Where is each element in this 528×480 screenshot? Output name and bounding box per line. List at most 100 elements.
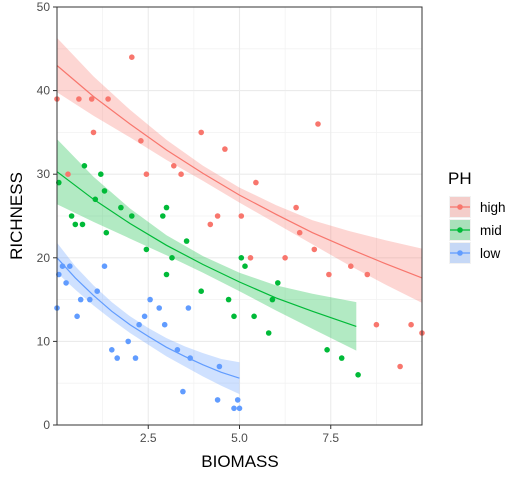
data-point-mid (275, 280, 281, 286)
data-point-mid (225, 296, 232, 303)
data-point-high (178, 171, 184, 177)
fit-line-low (56, 257, 240, 379)
data-point-mid (338, 355, 345, 361)
data-point-low (136, 321, 142, 328)
data-point-low (87, 296, 93, 303)
data-point-low (147, 296, 153, 303)
data-point-low (101, 263, 108, 270)
data-point-high (247, 254, 254, 261)
data-point-high (129, 54, 135, 60)
legend-key-point (457, 204, 463, 210)
data-point-mid (118, 204, 124, 211)
data-point-mid (251, 313, 257, 320)
data-point-mid (163, 204, 170, 211)
x-axis-ticks: 2.5 5.0 7.5 (140, 425, 339, 445)
confidence-band-low (57, 242, 240, 395)
data-point-high (373, 321, 380, 328)
confidence-band-mid (57, 139, 357, 351)
x-tick-label: 5.0 (231, 431, 248, 445)
data-point-high (311, 246, 318, 253)
data-point-low (180, 388, 186, 395)
data-point-low (109, 347, 115, 353)
data-point-high (253, 179, 259, 186)
data-point-high (143, 171, 150, 177)
y-tick-label: 0 (43, 418, 50, 432)
data-point-low (187, 355, 193, 361)
legend-label: high (480, 200, 506, 215)
confidence-band-high (57, 37, 422, 303)
y-tick-label: 20 (37, 251, 51, 265)
data-point-high (315, 121, 321, 127)
data-point-high (105, 96, 111, 102)
data-point-mid (231, 313, 237, 320)
data-point-low (94, 288, 100, 295)
data-point-mid (101, 188, 108, 194)
data-point-high (171, 163, 177, 169)
data-point-low (214, 397, 221, 403)
data-point-high (293, 204, 299, 211)
y-axis-title: RICHNESS (7, 172, 26, 260)
legend-item-mid: mid (449, 219, 502, 241)
data-point-mid (242, 263, 248, 270)
data-point-low (234, 397, 241, 403)
data-point-low (74, 313, 80, 320)
data-point-low (63, 280, 69, 286)
data-point-high (214, 213, 221, 219)
data-point-mid (163, 271, 170, 278)
data-point-high (88, 96, 95, 102)
x-tick-label: 2.5 (140, 431, 157, 445)
data-point-mid (79, 221, 86, 228)
data-point-mid (183, 238, 190, 244)
data-point-low (125, 338, 131, 345)
data-point-mid (92, 196, 99, 203)
data-point-mid (324, 347, 330, 353)
data-point-high (65, 171, 71, 177)
legend-key-point (457, 250, 463, 256)
x-tick-label: 7.5 (322, 431, 339, 445)
data-point-high (76, 96, 82, 102)
fit-line-high (56, 65, 423, 279)
legend-key-point (457, 227, 463, 233)
data-point-mid (68, 213, 75, 219)
y-axis-ticks: 0 10 20 30 40 50 (37, 0, 57, 432)
data-point-low (77, 296, 84, 303)
y-tick-label: 30 (37, 167, 51, 181)
y-tick-label: 10 (37, 334, 51, 348)
data-point-high (198, 129, 204, 136)
data-point-high (90, 129, 97, 136)
data-point-mid (265, 330, 272, 336)
data-point-high (326, 271, 332, 278)
data-point-low (59, 263, 66, 270)
data-point-mid (198, 288, 204, 295)
data-point-low (236, 405, 243, 412)
data-point-low (231, 405, 237, 412)
x-axis-title: BIOMASS (201, 452, 278, 471)
data-point-high (222, 146, 228, 152)
data-point-mid (103, 229, 110, 236)
legend-item-low: low (449, 242, 501, 264)
data-point-high (296, 229, 303, 236)
data-point-low (185, 305, 192, 311)
data-point-mid (160, 213, 166, 219)
data-point-high (138, 138, 144, 144)
fit-line-mid (56, 171, 357, 327)
legend-label: low (480, 246, 501, 261)
data-point-mid (269, 296, 276, 303)
data-point-low (132, 355, 139, 361)
legend-label: mid (480, 223, 502, 238)
data-point-high (282, 254, 288, 261)
data-point-mid (81, 163, 88, 169)
data-point-high (364, 271, 371, 278)
data-point-high (408, 321, 414, 328)
data-point-low (141, 313, 148, 320)
y-tick-label: 50 (37, 0, 51, 14)
data-point-high (238, 213, 245, 219)
data-point-high (207, 221, 214, 228)
data-point-low (174, 347, 181, 353)
data-point-low (161, 321, 168, 328)
fit-lines (56, 65, 423, 379)
data-point-mid (129, 213, 135, 219)
data-point-low (216, 363, 223, 370)
